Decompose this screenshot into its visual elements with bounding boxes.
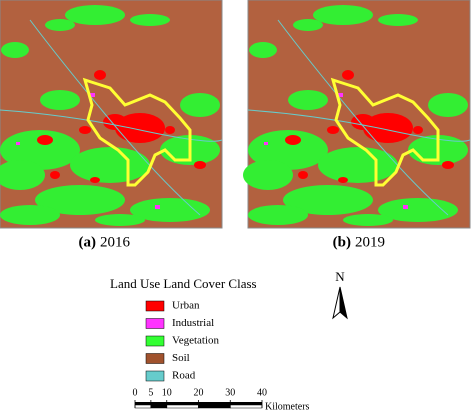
scale-label: 10 — [162, 387, 172, 398]
north-label: N — [335, 269, 345, 284]
map-2016 — [0, 0, 224, 230]
legend: Urban Industrial Vegetation Soil Road — [145, 300, 220, 382]
legend-label: Industrial — [172, 317, 214, 329]
scale-segment — [166, 402, 199, 405]
legend-swatch — [145, 353, 165, 364]
scale-segment — [134, 404, 152, 409]
panel-year: 2019 — [355, 234, 385, 250]
scale-label: 20 — [194, 387, 204, 398]
scale-label: 30 — [225, 387, 235, 398]
scale-segment — [166, 404, 199, 409]
scale-segment — [230, 402, 262, 405]
scale-label: 5 — [148, 387, 153, 398]
legend-swatch — [145, 370, 165, 382]
panel-letter: (a) — [79, 234, 97, 250]
legend-label: Soil — [172, 352, 190, 364]
scale-unit: Kilometers — [265, 401, 310, 412]
scale-segment — [135, 402, 151, 405]
legend-swatch — [145, 318, 165, 329]
map-2019 — [241, 0, 472, 230]
scale-segment — [150, 404, 167, 409]
scale-segment — [230, 404, 263, 409]
legend-title: Land Use Land Cover Class — [110, 276, 257, 291]
legend-swatch — [145, 300, 165, 312]
legend-label: Urban — [172, 300, 200, 312]
north-arrow: N — [332, 269, 348, 320]
scale-label: 0 — [133, 387, 138, 398]
scale-bar: 0 5 10 20 30 40 Kilometers — [133, 387, 310, 412]
scale-segment — [150, 402, 167, 405]
scale-segment — [198, 404, 231, 409]
panel-year: 2016 — [100, 234, 131, 250]
scale-segment — [198, 402, 231, 405]
legend-label: Road — [172, 370, 196, 382]
scale-label: 40 — [257, 387, 267, 398]
legend-label: Vegetation — [172, 335, 220, 347]
panel-letter: (b) — [333, 234, 351, 250]
legend-swatch — [145, 335, 165, 347]
